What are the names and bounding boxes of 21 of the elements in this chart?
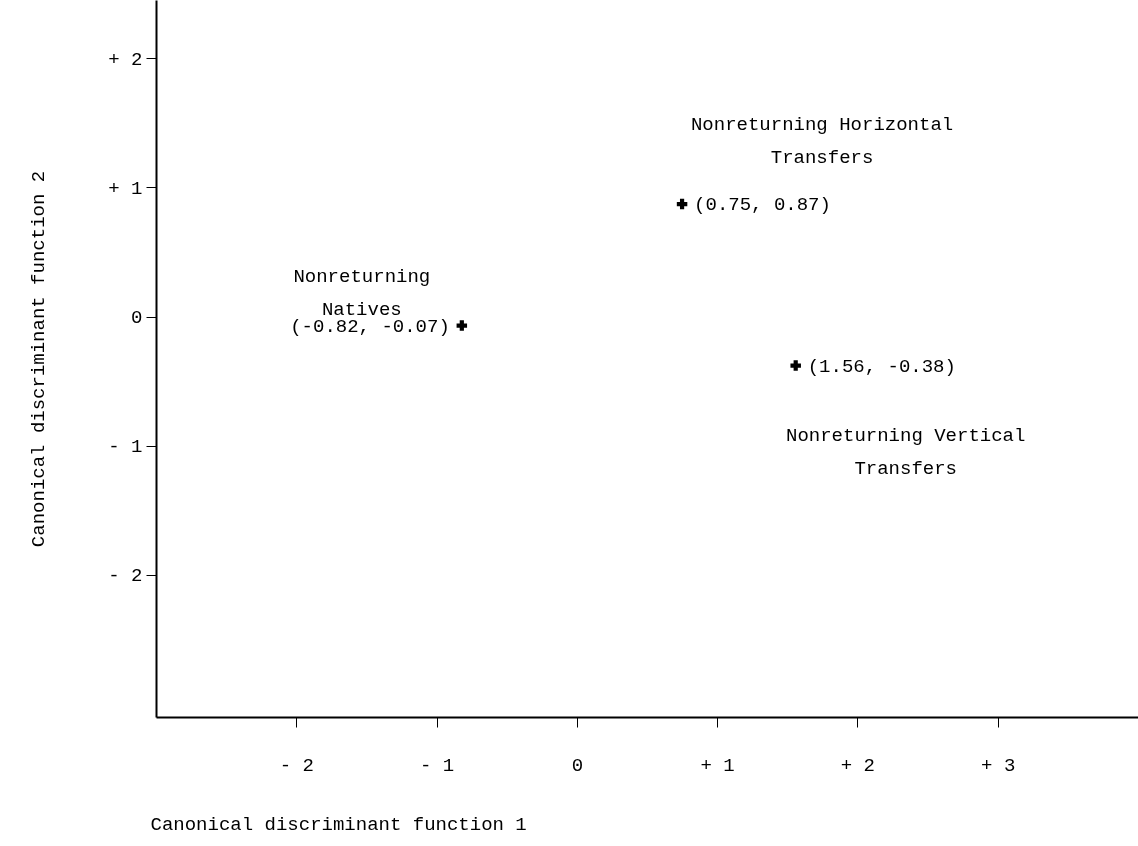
y-tick-label: - 1 xyxy=(108,436,143,459)
data-label: (0.75, 0.87) xyxy=(694,194,831,217)
point xyxy=(676,198,688,210)
point xyxy=(456,320,468,331)
x-tick-label: 0 xyxy=(571,754,584,777)
data-label: (-0.82, -0.07) xyxy=(290,315,450,338)
y-tick-label: 0 xyxy=(131,307,143,330)
point xyxy=(790,360,801,371)
x-tick-label: + 1 xyxy=(700,754,735,777)
text: Nonreturning Vertical Transfers xyxy=(785,424,1026,480)
y-tick-label: - 2 xyxy=(108,565,143,588)
x-axis-title: Canonical discriminant function 1 xyxy=(150,813,527,836)
y-tick-label: + 1 xyxy=(108,177,143,200)
x-tick-label: - 2 xyxy=(279,754,314,777)
data-label: (1.56, -0.38) xyxy=(807,355,956,378)
x-tick-label: + 2 xyxy=(840,754,876,777)
series-label: Nonreturning Horizontal Transfers xyxy=(690,114,954,170)
x-tick-label: - 1 xyxy=(419,754,455,777)
x-tick-label: + 3 xyxy=(981,754,1016,777)
y-axis-title: Canonical discriminant function 2 xyxy=(28,170,51,548)
y-tick-label: + 2 xyxy=(108,48,143,71)
